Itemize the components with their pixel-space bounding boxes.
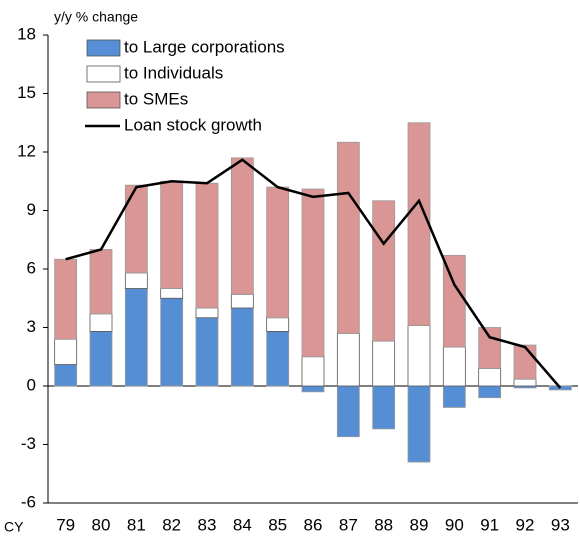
bar-segment <box>266 330 290 387</box>
x-axis-label: CY <box>4 519 24 535</box>
legend-label: to Large corporations <box>124 37 285 56</box>
legend-label: Loan stock growth <box>124 115 262 134</box>
bar-segment <box>442 346 466 387</box>
bar-segment <box>372 200 396 342</box>
bar-segment <box>301 188 325 358</box>
y-tick-label: 9 <box>27 200 36 219</box>
bar-segment <box>513 378 537 387</box>
y-tick-label: -3 <box>21 434 36 453</box>
x-tick-label: 93 <box>551 515 570 534</box>
x-tick-label: 85 <box>268 515 287 534</box>
bar-segment <box>160 297 184 387</box>
bar-segment <box>336 332 360 387</box>
bar-segment <box>266 317 290 332</box>
bar-segment <box>336 141 360 334</box>
bar-segment <box>89 330 113 387</box>
bar-segment <box>301 385 325 393</box>
y-tick-label: 18 <box>17 24 36 43</box>
bar-segment <box>478 327 502 369</box>
bar-segment <box>124 184 148 274</box>
bar-segment <box>407 385 431 463</box>
bar-segment <box>372 340 396 387</box>
bar-segment <box>372 385 396 430</box>
legend-label: to Individuals <box>124 63 223 82</box>
y-tick-label: 0 <box>27 375 36 394</box>
y-axis-label: y/y % change <box>54 9 138 25</box>
x-tick-label: 81 <box>127 515 146 534</box>
line <box>65 158 562 389</box>
bar-segment <box>230 293 254 309</box>
bar-segment <box>478 368 502 387</box>
x-tick-label: 89 <box>410 515 429 534</box>
bar-segment <box>513 344 537 380</box>
x-tick-label: 86 <box>304 515 323 534</box>
y-tick-label: 3 <box>27 317 36 336</box>
bar-segment <box>54 258 78 340</box>
bar-segment <box>124 288 148 387</box>
bar-segment <box>230 157 254 295</box>
bar-segment <box>407 122 431 326</box>
bar-segment <box>266 186 290 319</box>
y-tick-label: 6 <box>27 258 36 277</box>
x-tick-label: 87 <box>339 515 358 534</box>
bar-segment <box>195 317 219 387</box>
bar-segment <box>478 385 502 399</box>
bar-segment <box>230 307 254 387</box>
legend-label: to SMEs <box>124 89 188 108</box>
legend-swatch <box>86 91 121 109</box>
bar-segment <box>89 249 113 315</box>
bar-segment <box>442 385 466 408</box>
bar-segment <box>336 385 360 438</box>
bar-segment <box>160 288 184 299</box>
y-tick-label: 12 <box>17 141 36 160</box>
legend-swatch <box>86 39 121 57</box>
bar-segment <box>54 364 78 387</box>
x-tick-label: 88 <box>374 515 393 534</box>
legend-swatch <box>86 65 121 83</box>
bar-segment <box>407 325 431 387</box>
x-tick-label: 90 <box>445 515 464 534</box>
bar-segment <box>301 356 325 387</box>
bar-segment <box>124 272 148 289</box>
bar-segment <box>54 338 78 365</box>
x-tick-label: 80 <box>92 515 111 534</box>
bar-segment <box>195 182 219 309</box>
x-tick-label: 82 <box>162 515 181 534</box>
bar-segment <box>160 180 184 289</box>
bar-segment <box>195 307 219 319</box>
x-tick-label: 84 <box>233 515 252 534</box>
x-tick-label: 83 <box>198 515 217 534</box>
x-tick-label: 79 <box>56 515 75 534</box>
x-tick-label: 91 <box>480 515 499 534</box>
y-tick-label: -6 <box>21 492 36 511</box>
bar-segment <box>89 313 113 332</box>
x-tick-label: 92 <box>516 515 535 534</box>
y-tick-label: 15 <box>17 83 36 102</box>
